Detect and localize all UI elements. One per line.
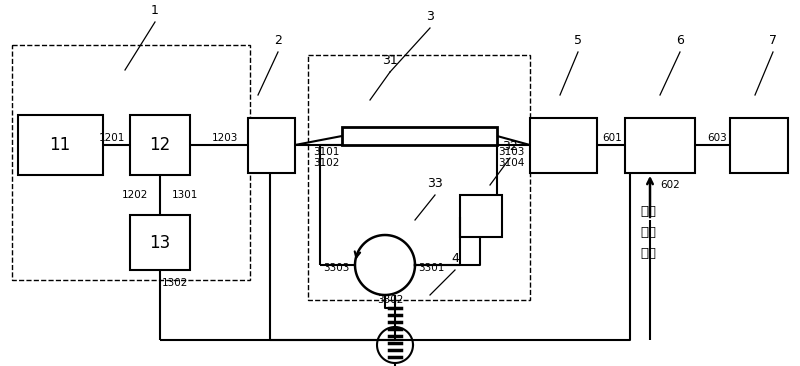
Text: 602: 602 (660, 180, 680, 190)
Text: 1201: 1201 (99, 133, 125, 143)
Text: 1: 1 (151, 4, 159, 17)
Bar (730, 118, 788, 173)
Text: 31: 31 (382, 54, 398, 67)
Bar (530, 118, 597, 173)
Text: 2: 2 (274, 34, 282, 47)
Bar (130, 115, 190, 175)
Bar (248, 118, 295, 173)
Text: 3: 3 (426, 10, 434, 23)
Text: 7: 7 (769, 34, 777, 47)
Bar (625, 118, 695, 173)
Text: 1301: 1301 (172, 190, 198, 200)
Text: 同步
触发
采集: 同步 触发 采集 (640, 205, 656, 260)
Bar (460, 195, 502, 237)
Text: 3103: 3103 (498, 147, 524, 157)
Text: 11: 11 (50, 136, 70, 154)
Text: 1202: 1202 (122, 190, 148, 200)
Text: 3102: 3102 (314, 158, 340, 168)
Text: 6: 6 (676, 34, 684, 47)
Text: 601: 601 (602, 133, 622, 143)
Bar (130, 215, 190, 270)
Text: 1203: 1203 (212, 133, 238, 143)
Text: 32: 32 (502, 140, 518, 153)
Text: 5: 5 (574, 34, 582, 47)
Text: 33: 33 (427, 177, 443, 190)
Text: 12: 12 (150, 136, 170, 154)
Text: 13: 13 (150, 234, 170, 252)
Bar (12, 45, 250, 280)
Text: 4: 4 (451, 252, 459, 265)
Text: 3301: 3301 (418, 263, 444, 273)
Text: 1302: 1302 (162, 278, 188, 288)
Text: 3302: 3302 (377, 295, 403, 305)
Text: 3303: 3303 (324, 263, 350, 273)
Text: 603: 603 (707, 133, 727, 143)
Bar (308, 55, 530, 300)
Text: 3104: 3104 (498, 158, 524, 168)
Bar (18, 115, 103, 175)
Text: 3101: 3101 (314, 147, 340, 157)
Bar (342, 127, 497, 145)
